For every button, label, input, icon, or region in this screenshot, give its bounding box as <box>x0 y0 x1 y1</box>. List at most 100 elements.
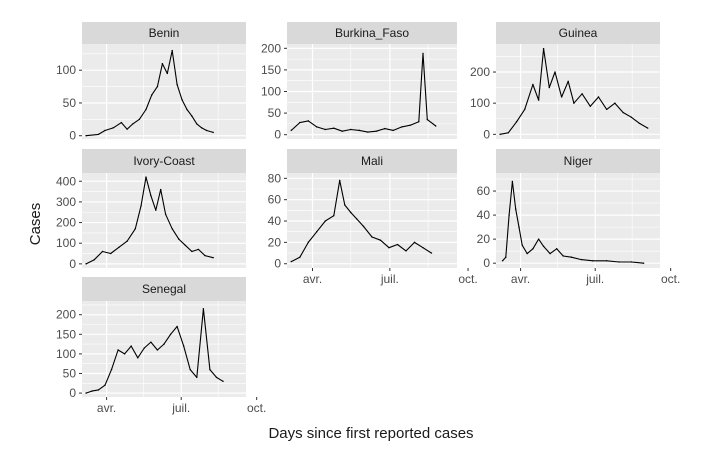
x-tick-label-senegal: oct. <box>247 401 266 415</box>
data-point-niger <box>518 226 520 228</box>
y-axis-label: Cases <box>27 203 44 246</box>
x-tick-label-niger: juil. <box>585 272 604 286</box>
y-tick-label-guinea: 200 <box>470 65 490 79</box>
panel-strip-burkina-faso <box>287 22 457 44</box>
data-point-senegal <box>143 347 146 349</box>
x-tick-label-senegal: juil. <box>171 401 190 415</box>
data-point-benin <box>186 108 188 111</box>
data-point-mali <box>307 241 309 244</box>
data-point-senegal <box>91 390 93 392</box>
panel-title-mali: Mali <box>361 154 383 168</box>
data-point-burkina-faso <box>418 121 420 123</box>
data-point-mali <box>339 179 341 182</box>
series-line-benin <box>86 50 214 137</box>
data-point-mali <box>405 250 407 252</box>
y-tick-label-ivory-coast: 0 <box>69 257 76 271</box>
data-point-senegal <box>123 353 126 355</box>
data-point-benin <box>196 123 198 125</box>
data-point-senegal <box>104 384 106 386</box>
panel-background-ivory-coast <box>82 173 246 268</box>
data-point-senegal <box>209 368 211 371</box>
x-tick-label-mali: oct. <box>458 272 477 286</box>
data-point-mali <box>356 218 358 220</box>
data-point-ivory-coast <box>110 252 112 255</box>
data-point-benin <box>85 135 87 137</box>
data-point-benin <box>112 127 114 129</box>
y-tick-label-niger: 60 <box>477 184 491 198</box>
data-point-guinea <box>606 108 608 111</box>
data-point-guinea <box>560 96 563 98</box>
data-point-benin <box>120 121 123 124</box>
data-point-benin <box>145 108 147 111</box>
data-point-benin <box>138 118 141 121</box>
y-tick-label-mali: 0 <box>274 257 281 271</box>
data-point-ivory-coast <box>150 195 152 197</box>
data-point-senegal <box>189 368 191 371</box>
data-point-senegal <box>110 368 113 371</box>
data-point-senegal <box>163 343 165 345</box>
data-point-mali <box>396 243 399 246</box>
data-point-burkina-faso <box>422 52 424 55</box>
y-tick-label-burkina-faso: 200 <box>261 41 281 55</box>
y-tick-label-mali: 80 <box>268 171 282 185</box>
data-point-niger <box>642 262 645 264</box>
data-point-burkina-faso <box>401 126 403 128</box>
data-point-benin <box>212 131 214 134</box>
data-point-niger <box>555 248 558 250</box>
panel-benin: Benin 0 50 100 <box>56 22 246 143</box>
data-point-burkina-faso <box>426 118 428 121</box>
data-point-guinea <box>630 116 632 118</box>
panel-mali: Mali 0 20 40 60 80 avr. juil. oct. <box>268 149 478 286</box>
data-point-ivory-coast <box>204 254 206 257</box>
y-tick-label-mali: 20 <box>268 235 282 249</box>
data-point-ivory-coast <box>118 246 120 249</box>
data-point-guinea <box>515 121 518 123</box>
data-point-mali <box>316 231 318 233</box>
y-tick-label-mali: 60 <box>268 193 282 207</box>
data-point-senegal <box>215 376 218 379</box>
data-point-burkina-faso <box>435 125 437 127</box>
panel-strip-benin <box>82 22 246 44</box>
data-point-ivory-coast <box>160 188 162 191</box>
data-point-ivory-coast <box>197 248 200 251</box>
data-point-mali <box>362 225 365 228</box>
y-tick-label-senegal: 0 <box>69 386 76 400</box>
data-point-guinea <box>499 133 501 136</box>
data-point-niger <box>580 258 582 261</box>
data-point-senegal <box>130 345 132 347</box>
panel-strip-mali <box>287 149 457 173</box>
data-point-ivory-coast <box>164 213 167 216</box>
data-point-guinea <box>554 71 556 73</box>
data-point-ivory-coast <box>134 228 136 230</box>
y-tick-label-ivory-coast: 100 <box>56 236 76 250</box>
data-point-benin <box>132 123 134 125</box>
data-point-benin <box>97 133 100 136</box>
panel-guinea: Guinea 0 100 200 <box>470 22 660 141</box>
data-point-niger <box>537 238 540 240</box>
y-tick-label-benin: 100 <box>56 63 76 77</box>
data-point-benin <box>205 129 208 132</box>
data-point-senegal <box>137 357 139 359</box>
data-point-niger <box>549 252 551 255</box>
panel-niger: Niger 0 20 40 60 avr. juil. oct. <box>477 149 680 286</box>
data-point-niger <box>521 244 523 246</box>
data-point-senegal <box>85 392 87 394</box>
panel-background-niger <box>496 173 660 268</box>
data-point-burkina-faso <box>333 127 335 129</box>
data-point-guinea <box>581 93 583 95</box>
y-tick-label-niger: 40 <box>477 208 491 222</box>
data-point-niger <box>606 260 608 262</box>
data-point-ivory-coast <box>171 228 173 230</box>
data-point-guinea <box>548 86 550 89</box>
data-point-niger <box>570 256 573 258</box>
data-point-burkina-faso <box>392 129 394 132</box>
panel-strip-guinea <box>496 22 660 44</box>
panel-strip-senegal <box>82 277 246 301</box>
data-point-benin <box>126 128 128 130</box>
data-point-burkina-faso <box>384 127 386 130</box>
data-point-mali <box>388 247 390 249</box>
data-point-niger <box>618 261 620 263</box>
y-tick-label-burkina-faso: 150 <box>261 63 281 77</box>
